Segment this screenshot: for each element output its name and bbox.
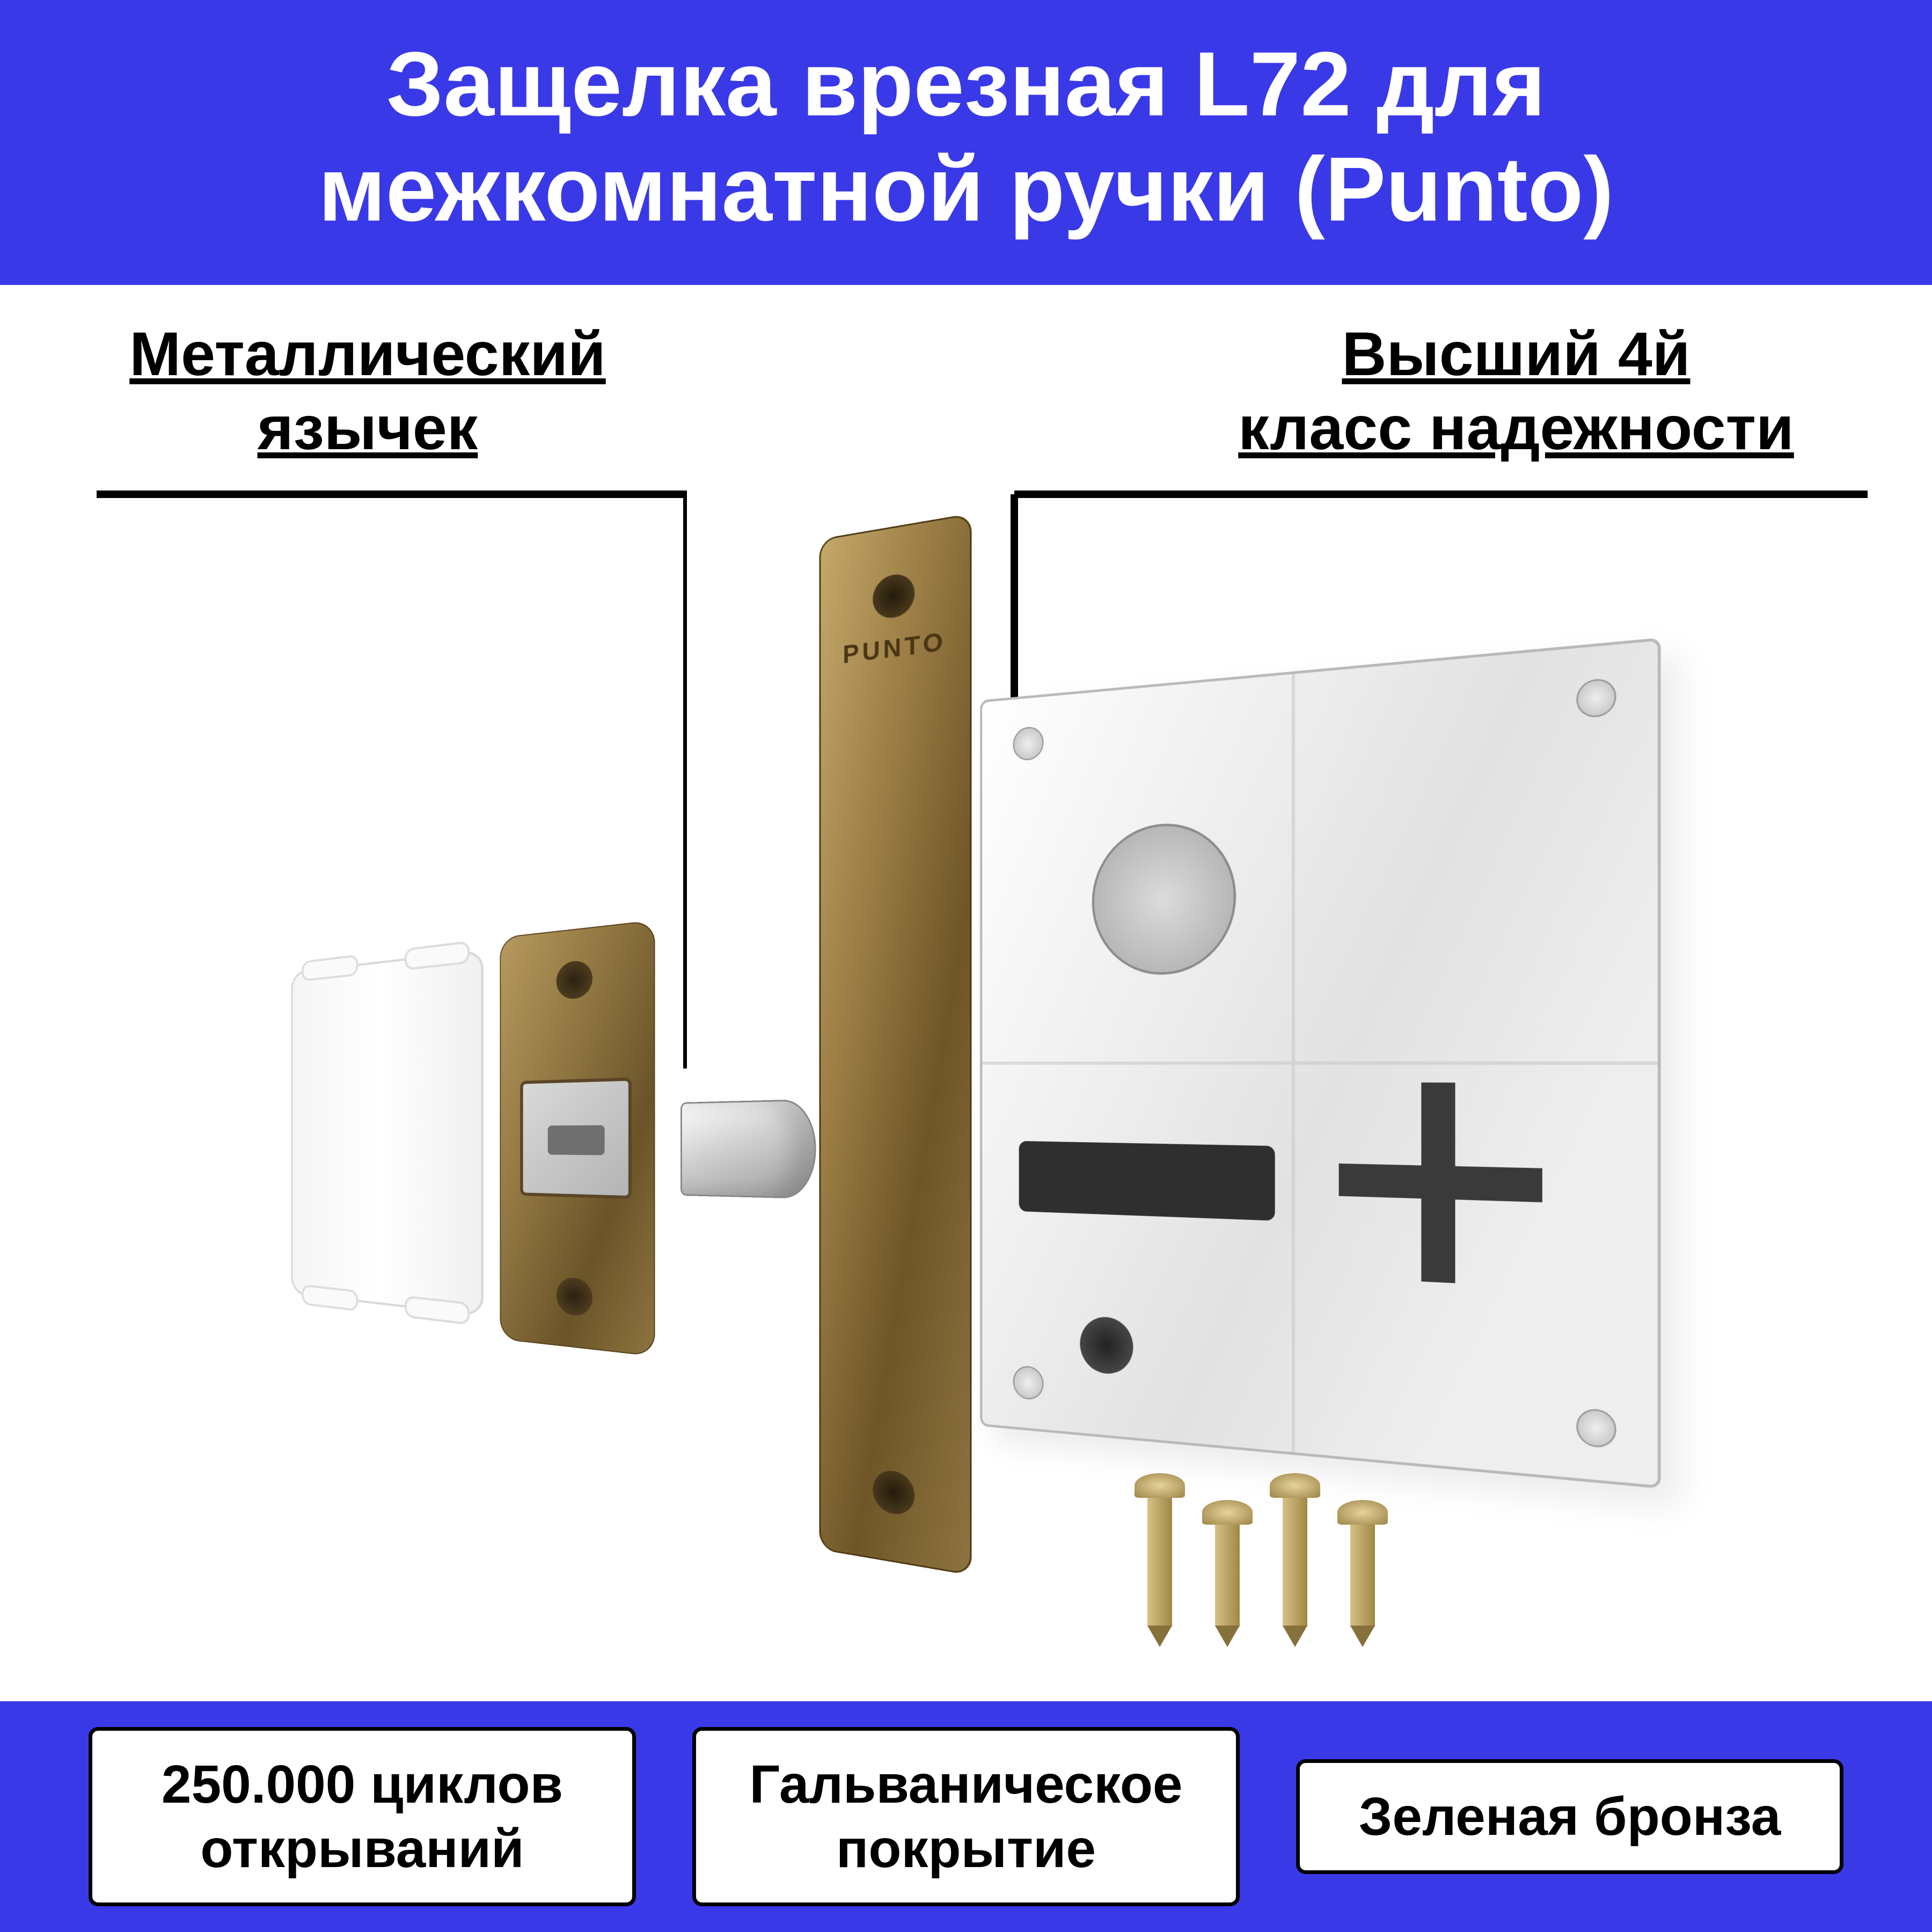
title-line-1: Защелка врезная L72 для <box>386 33 1546 135</box>
latch-tongue <box>680 1099 816 1199</box>
title-line-2: межкомнатной ручки (Punto) <box>318 138 1614 240</box>
chip-coating-line2: покрытие <box>836 1819 1096 1879</box>
product-diagram-area: Металлический язычек Высший 4й класс над… <box>0 285 1932 1734</box>
chip-finish: Зеленая бронза <box>1296 1759 1843 1874</box>
callout-right-line2: класс надежности <box>1238 394 1794 463</box>
strike-box-plastic <box>291 949 484 1316</box>
keyhole-cross <box>1339 1082 1542 1287</box>
callout-reliability-class: Высший 4й класс надежности <box>1154 317 1878 465</box>
screw-icon <box>1350 1519 1375 1627</box>
spindle-hole <box>1094 822 1233 974</box>
feature-chips-bar: 250.000 циклов открываний Гальваническое… <box>0 1701 1932 1932</box>
callout-left-line2: язычек <box>258 394 478 463</box>
screw-icon <box>1215 1519 1240 1627</box>
lock-body <box>980 638 1661 1489</box>
product-title-banner: Защелка врезная L72 для межкомнатной руч… <box>0 0 1932 285</box>
pivot-pin <box>1080 1315 1133 1375</box>
screw-icon <box>1147 1492 1172 1627</box>
product-illustration: PUNTO <box>279 564 1653 1562</box>
callout-left-line1: Металлический <box>129 320 605 389</box>
strike-plate-bronze <box>500 920 655 1357</box>
chip-cycles-line1: 250.000 циклов <box>162 1754 563 1814</box>
latch-slit <box>1019 1141 1275 1221</box>
chip-coating-line1: Гальваническое <box>749 1754 1182 1814</box>
faceplate-bronze: PUNTO <box>819 513 972 1576</box>
chip-cycles: 250.000 циклов открываний <box>89 1727 636 1906</box>
chip-coating: Гальваническое покрытие <box>692 1727 1240 1906</box>
chip-finish-text: Зеленая бронза <box>1359 1784 1781 1849</box>
brand-mark: PUNTO <box>843 627 946 670</box>
chip-cycles-line2: открываний <box>200 1819 524 1879</box>
screws-set <box>1073 1455 1449 1627</box>
screw-icon <box>1283 1492 1307 1627</box>
callout-right-line1: Высший 4й <box>1342 320 1690 389</box>
callout-metal-latch: Металлический язычек <box>86 317 649 465</box>
